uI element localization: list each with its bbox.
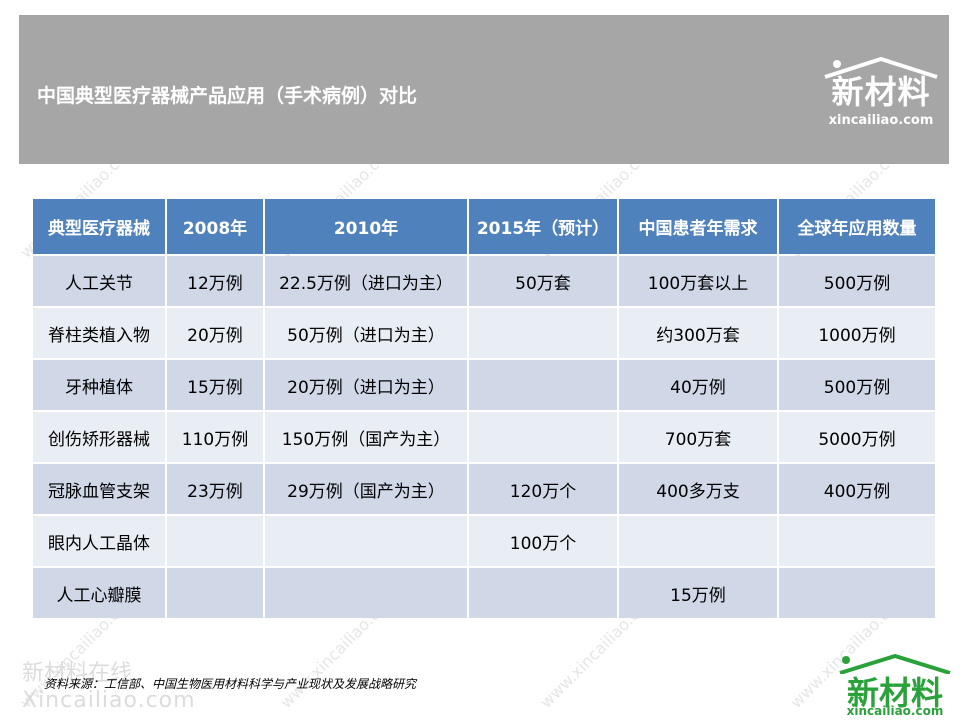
table-cell (469, 568, 617, 618)
table-cell: 15万例 (619, 568, 777, 618)
table-row: 冠脉血管支架 23万例 29万例（国产为主） 120万个 400多万支 400万… (33, 464, 935, 514)
table-cell: 人工关节 (33, 256, 165, 306)
column-header: 2010年 (265, 199, 467, 254)
table-cell: 12万例 (167, 256, 263, 306)
column-header: 全球年应用数量 (779, 199, 935, 254)
table-cell (265, 516, 467, 566)
table-cell (469, 412, 617, 462)
table-cell: 牙种植体 (33, 360, 165, 410)
table-cell (469, 360, 617, 410)
house-roof-icon (839, 653, 951, 674)
table-cell: 5000万例 (779, 412, 935, 462)
table-cell: 人工心瓣膜 (33, 568, 165, 618)
column-header: 典型医疗器械 (33, 199, 165, 254)
column-header: 中国患者年需求 (619, 199, 777, 254)
logo-bottom: 新材料 xincailiao.com (836, 652, 954, 718)
table-cell: 1000万例 (779, 308, 935, 358)
table-cell: 40万例 (619, 360, 777, 410)
table-cell (469, 308, 617, 358)
table-cell: 150万例（国产为主） (265, 412, 467, 462)
logo-top-cn: 新材料 (831, 73, 931, 111)
table-cell: 50万套 (469, 256, 617, 306)
table-cell: 110万例 (167, 412, 263, 462)
table-cell: 100万个 (469, 516, 617, 566)
table-cell: 700万套 (619, 412, 777, 462)
table-cell: 20万例（进口为主） (265, 360, 467, 410)
table-cell: 22.5万例（进口为主） (265, 256, 467, 306)
table-cell: 创伤矫形器械 (33, 412, 165, 462)
column-header: 2008年 (167, 199, 263, 254)
table-cell (265, 568, 467, 618)
table-cell (779, 516, 935, 566)
table-header-row: 典型医疗器械 2008年 2010年 2015年（预计） 中国患者年需求 全球年… (33, 199, 935, 254)
slide-title: 中国典型医疗器械产品应用（手术病例）对比 (37, 85, 418, 107)
column-header: 2015年（预计） (469, 199, 617, 254)
source-note: 资料来源：工信部、中国生物医用材料科学与产业现状及发展战略研究 (44, 677, 417, 691)
table-row: 牙种植体 15万例 20万例（进口为主） 40万例 500万例 (33, 360, 935, 410)
table-cell (619, 516, 777, 566)
table-cell: 冠脉血管支架 (33, 464, 165, 514)
table-cell: 脊柱类植入物 (33, 308, 165, 358)
comparison-table: 典型医疗器械 2008年 2010年 2015年（预计） 中国患者年需求 全球年… (31, 197, 937, 620)
table-cell: 400多万支 (619, 464, 777, 514)
table-cell (779, 568, 935, 618)
slide-header: 中国典型医疗器械产品应用（手术病例）对比 新材料 xincailiao.com (19, 15, 949, 164)
table-row: 人工心瓣膜 15万例 (33, 568, 935, 618)
table-cell: 29万例（国产为主） (265, 464, 467, 514)
logo-top-en: xincailiao.com (828, 113, 934, 128)
table-cell: 23万例 (167, 464, 263, 514)
table-row: 眼内人工晶体 100万个 (33, 516, 935, 566)
table-row: 创伤矫形器械 110万例 150万例（国产为主） 700万套 5000万例 (33, 412, 935, 462)
table-cell: 100万套以上 (619, 256, 777, 306)
watermark-cn: 新材料在线 (22, 661, 133, 686)
table-cell: 500万例 (779, 360, 935, 410)
table-cell: 眼内人工晶体 (33, 516, 165, 566)
logo-bottom-cn: 新材料 (846, 674, 943, 712)
table-cell: 400万例 (779, 464, 935, 514)
table-cell: 15万例 (167, 360, 263, 410)
watermark-en: Xincailiao.com (22, 688, 196, 713)
table-cell: 500万例 (779, 256, 935, 306)
table-cell (167, 516, 263, 566)
table-cell: 120万个 (469, 464, 617, 514)
table-cell: 约300万套 (619, 308, 777, 358)
house-roof-icon (824, 56, 938, 79)
table-cell: 20万例 (167, 308, 263, 358)
logo-bottom-en: xincailiao.com (846, 704, 944, 718)
table-row: 脊柱类植入物 20万例 50万例（进口为主） 约300万套 1000万例 (33, 308, 935, 358)
table-row: 人工关节 12万例 22.5万例（进口为主） 50万套 100万套以上 500万… (33, 256, 935, 306)
table-cell: 50万例（进口为主） (265, 308, 467, 358)
table-cell (167, 568, 263, 618)
